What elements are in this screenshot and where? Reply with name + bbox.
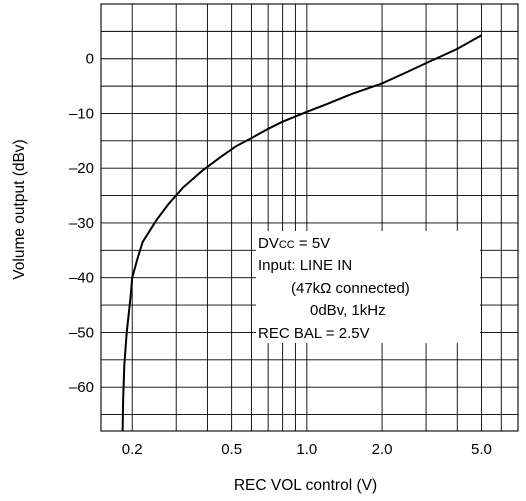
- y-tick-label: 0: [86, 51, 94, 68]
- x-tick-labels: 0.2 0.5 1.0 2.0 5.0: [122, 441, 492, 458]
- annotation-dvcc-rest: = 5V: [295, 235, 330, 252]
- x-tick-label: 2.0: [372, 441, 393, 458]
- curve-group: [121, 34, 482, 432]
- y-axis-label: Volume output (dBv): [11, 139, 28, 279]
- plot-frame: [100, 3, 519, 432]
- y-tick-labels: 0 –10 –20 –30 –40 –50 –60: [69, 51, 94, 396]
- annotation-connected: (47kΩ connected): [291, 280, 410, 297]
- volume-curve: [121, 34, 482, 432]
- annotation-dvcc-prefix: DV: [258, 235, 279, 252]
- x-tick-label: 0.5: [221, 441, 242, 458]
- x-tick-label: 1.0: [296, 441, 317, 458]
- y-tick-label: –20: [69, 160, 94, 177]
- annotation-signal: 0dBv, 1kHz: [310, 302, 386, 319]
- annotation-dvcc-sub: CC: [279, 239, 295, 251]
- annotation-input: Input: LINE IN: [258, 257, 352, 274]
- y-tick-label: –30: [69, 215, 94, 232]
- annotation-background: [256, 231, 480, 343]
- annotation-dvcc: DVCC = 5V: [258, 235, 330, 252]
- annotation-box: DVCC = 5V Input: LINE IN (47kΩ connected…: [256, 231, 480, 343]
- x-axis-label: REC VOL control (V): [234, 477, 377, 494]
- annotation-recbal: REC BAL = 2.5V: [258, 325, 370, 342]
- y-tick-label: –40: [69, 270, 94, 287]
- grid: [101, 4, 518, 431]
- y-tick-label: –50: [69, 324, 94, 341]
- x-tick-label: 0.2: [122, 441, 143, 458]
- y-tick-label: –10: [69, 105, 94, 122]
- x-tick-label: 5.0: [471, 441, 492, 458]
- y-tick-label: –60: [69, 379, 94, 396]
